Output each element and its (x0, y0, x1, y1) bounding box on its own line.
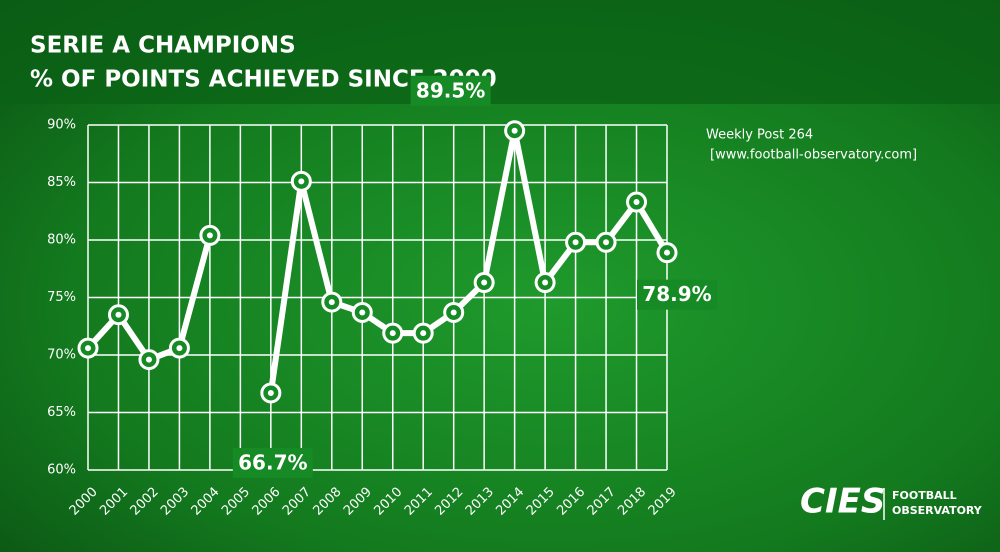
point-center (328, 299, 335, 306)
point-center (420, 330, 427, 337)
annotation: [www.football-observatory.com] (710, 148, 917, 163)
point-center (603, 239, 610, 246)
point-center (206, 232, 213, 239)
logo: CIES (800, 482, 885, 522)
y-tick-label: 80% (47, 233, 76, 248)
value-label-box (232, 447, 313, 478)
logo-text: OBSERVATORY (892, 504, 983, 517)
point-center (542, 279, 549, 286)
point-center (298, 178, 305, 185)
y-tick-label: 60% (47, 463, 76, 478)
annotation: Weekly Post 264 (706, 128, 813, 143)
value-label-box (637, 279, 717, 310)
value-label-box (410, 75, 491, 106)
point-center (176, 345, 183, 352)
point-center (572, 239, 579, 246)
point-center (481, 279, 488, 286)
y-tick-label: 90% (47, 118, 76, 133)
point-center (664, 249, 670, 256)
point-center (633, 199, 640, 206)
header-band (0, 0, 1000, 104)
point-center (511, 127, 518, 134)
point-center (145, 356, 152, 363)
y-tick-label: 75% (47, 290, 76, 305)
value-label: 78.9% (642, 282, 711, 306)
y-tick-label: 70% (47, 348, 76, 363)
point-center (359, 309, 366, 316)
point-center (85, 345, 91, 352)
point-center (450, 309, 457, 316)
value-label: 89.5% (416, 78, 485, 102)
chart-title: SERIE A CHAMPIONS (30, 33, 296, 59)
value-label: 66.7% (238, 450, 307, 474)
y-tick-label: 65% (47, 405, 76, 420)
point-center (389, 330, 396, 337)
y-tick-label: 85% (47, 175, 76, 190)
point-center (115, 311, 122, 318)
logo-text: FOOTBALL (892, 489, 957, 502)
point-center (267, 389, 274, 396)
